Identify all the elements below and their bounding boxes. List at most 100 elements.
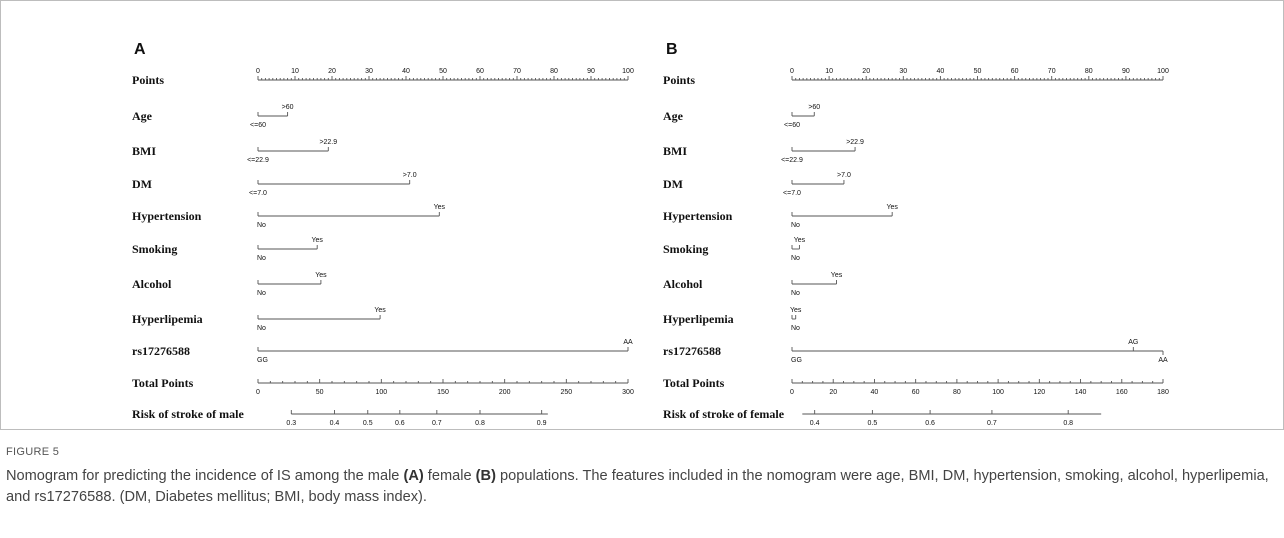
panel-b-age-label: Age: [663, 109, 684, 123]
panel-a-bmi-level-label: <=22.9: [247, 157, 269, 164]
caption-panel-a-ref: (A): [403, 468, 424, 484]
panel-b-risk-tick-label: 0.7: [987, 420, 997, 427]
panel-a-total-tick-label: 250: [560, 389, 572, 396]
panel-b-alcohol-level-label: No: [791, 290, 800, 297]
panel-b-dm-level-label: >7.0: [837, 172, 851, 179]
panel-b-age-level-label: >60: [808, 104, 820, 111]
panel-a-age-level-label: >60: [282, 104, 294, 111]
panel-b-points-tick-label: 0: [790, 68, 794, 75]
panel-b-age-level-label: <=60: [784, 122, 800, 129]
panel-b-dm-level-label: <=7.0: [783, 190, 801, 197]
panel-b-hyperlipemia-level-label: No: [791, 325, 800, 332]
panel-a-hyperlipemia-label: Hyperlipemia: [132, 312, 203, 326]
panel-a-points-tick-label: 80: [550, 68, 558, 75]
panel-b-points-tick-label: 90: [1122, 68, 1130, 75]
panel-a-hyperlipemia-level-label: Yes: [374, 307, 386, 314]
panel-a-risk-tick-label: 0.4: [330, 420, 340, 427]
figure-label: FIGURE 5: [6, 446, 60, 458]
panel-a-risk-tick-label: 0.6: [395, 420, 405, 427]
panel-b-hyperlipemia-label: Hyperlipemia: [663, 312, 734, 326]
panel-a-risk-tick-label: 0.9: [537, 420, 547, 427]
panel-a-bmi-level-label: >22.9: [319, 139, 337, 146]
panel-a-points-tick-label: 0: [256, 68, 260, 75]
panel-a-total-tick-label: 0: [256, 389, 260, 396]
panel-a-risk-label: Risk of stroke of male: [132, 407, 244, 421]
panel-b-points-tick-label: 20: [862, 68, 870, 75]
panel-a-hyperlipemia-level-label: No: [257, 325, 266, 332]
panel-a-total-tick-label: 200: [499, 389, 511, 396]
panel-b-hypertension-level-label: No: [791, 222, 800, 229]
panel-b-smoking-level-label: Yes: [794, 237, 806, 244]
panel-a-total-tick-label: 150: [437, 389, 449, 396]
panel-a-smoking-level-label: Yes: [311, 237, 323, 244]
panel-a-points-tick-label: 10: [291, 68, 299, 75]
panel-a-bmi-label: BMI: [132, 144, 156, 158]
panel-a-hypertension-label: Hypertension: [132, 209, 202, 223]
panel-a-points-tick-label: 60: [476, 68, 484, 75]
panel-a-points-tick-label: 100: [622, 68, 634, 75]
panel-b-rs17276588-level-label: GG: [791, 357, 802, 364]
panel-a-rs17276588-label: rs17276588: [132, 344, 190, 358]
panel-b-total-tick-label: 40: [871, 389, 879, 396]
panel-b-total-tick-label: 160: [1116, 389, 1128, 396]
panel-a-risk-tick-label: 0.3: [286, 420, 296, 427]
panel-a-risk-tick-label: 0.8: [475, 420, 485, 427]
panel-b-risk-tick-label: 0.4: [810, 420, 820, 427]
panel-a-letter: A: [134, 41, 146, 58]
panel-a-dm-label: DM: [132, 177, 152, 191]
panel-a-risk-tick-label: 0.5: [363, 420, 373, 427]
panel-a-points-tick-label: 40: [402, 68, 410, 75]
panel-a-total-tick-label: 100: [375, 389, 387, 396]
panel-b-total-tick-label: 120: [1033, 389, 1045, 396]
panel-a-hypertension-level-label: Yes: [434, 204, 446, 211]
panel-a-smoking-level-label: No: [257, 255, 266, 262]
panel-b-letter: B: [666, 41, 678, 58]
panel-b-risk-tick-label: 0.6: [925, 420, 935, 427]
panel-b-smoking-level-label: No: [791, 255, 800, 262]
panel-b-hyperlipemia-level-label: Yes: [790, 307, 802, 314]
panel-a-total-tick-label: 300: [622, 389, 634, 396]
panel-a-alcohol-label: Alcohol: [132, 277, 172, 291]
panel-b-risk-tick-label: 0.8: [1063, 420, 1073, 427]
panel-b-total-tick-label: 100: [992, 389, 1004, 396]
panel-b-alcohol-label: Alcohol: [663, 277, 703, 291]
panel-a-alcohol-level-label: No: [257, 290, 266, 297]
panel-b-total-tick-label: 20: [829, 389, 837, 396]
panel-b-bmi-level-label: >22.9: [846, 139, 864, 146]
panel-a-points-label: Points: [132, 73, 164, 87]
panel-b-risk-label: Risk of stroke of female: [663, 407, 785, 421]
panel-a-dm-level-label: <=7.0: [249, 190, 267, 197]
panel-b-points-tick-label: 40: [937, 68, 945, 75]
panel-b-points-label: Points: [663, 73, 695, 87]
panel-b-points-tick-label: 10: [825, 68, 833, 75]
panel-b-bmi-label: BMI: [663, 144, 687, 158]
panel-a-dm-level-label: >7.0: [403, 172, 417, 179]
panel-b-smoking-label: Smoking: [663, 242, 708, 256]
panel-a-age-level-label: <=60: [250, 122, 266, 129]
panel-b-dm-label: DM: [663, 177, 683, 191]
panel-a-points-tick-label: 70: [513, 68, 521, 75]
panel-b-total-tick-label: 0: [790, 389, 794, 396]
panel-b-rs17276588-label: rs17276588: [663, 344, 721, 358]
panel-a-alcohol-level-label: Yes: [315, 272, 327, 279]
caption-panel-b-ref: (B): [475, 468, 496, 484]
panel-a-hypertension-level-label: No: [257, 222, 266, 229]
panel-a-age-label: Age: [132, 109, 153, 123]
panel-b-total-tick-label: 140: [1075, 389, 1087, 396]
panel-b-total-points-label: Total Points: [663, 376, 725, 390]
panel-a-smoking-label: Smoking: [132, 242, 177, 256]
figure-frame: A Points 0 10 20 30 40 50 60 70 80 90 100 Age <=60 >60 B…: [0, 0, 1284, 430]
panel-b-points-tick-label: 100: [1157, 68, 1169, 75]
panel-b-points-tick-label: 60: [1011, 68, 1019, 75]
panel-a-total-points-label: Total Points: [132, 376, 194, 390]
panel-a-risk-tick-label: 0.7: [432, 420, 442, 427]
panel-b-bmi-level-label: <=22.9: [781, 157, 803, 164]
panel-b-points-tick-label: 50: [974, 68, 982, 75]
panel-b-points-tick-label: 70: [1048, 68, 1056, 75]
panel-a-rs17276588-level-label: AA: [623, 339, 633, 346]
panel-a-points-tick-label: 50: [439, 68, 447, 75]
panel-b-hypertension-label: Hypertension: [663, 209, 733, 223]
panel-b-rs17276588-level-label: AA: [1158, 357, 1168, 364]
panel-b-hypertension-level-label: Yes: [886, 204, 898, 211]
